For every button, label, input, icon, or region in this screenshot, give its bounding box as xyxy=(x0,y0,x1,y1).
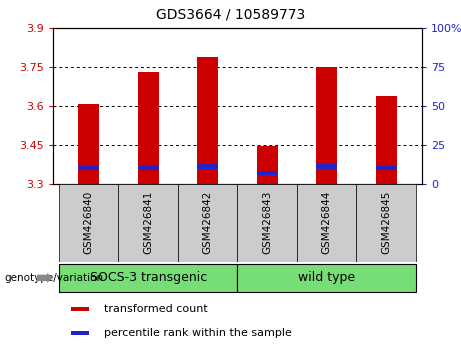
Bar xyxy=(78,166,99,170)
Text: GSM426845: GSM426845 xyxy=(381,190,391,254)
Bar xyxy=(78,104,99,184)
Bar xyxy=(316,164,337,169)
Text: GSM426841: GSM426841 xyxy=(143,190,153,254)
Bar xyxy=(316,67,337,184)
Bar xyxy=(118,184,178,262)
Bar xyxy=(237,263,416,292)
Bar xyxy=(297,184,356,262)
Bar xyxy=(178,184,237,262)
Bar xyxy=(356,184,416,262)
Bar xyxy=(376,166,396,170)
Bar xyxy=(59,184,118,262)
Text: GSM426843: GSM426843 xyxy=(262,190,272,254)
Bar xyxy=(237,184,297,262)
Bar xyxy=(376,96,396,184)
Text: transformed count: transformed count xyxy=(104,304,207,314)
Text: SOCS-3 transgenic: SOCS-3 transgenic xyxy=(89,272,207,284)
Text: GSM426844: GSM426844 xyxy=(322,190,331,254)
Bar xyxy=(197,164,218,169)
Bar xyxy=(257,147,278,184)
Text: genotype/variation: genotype/variation xyxy=(5,273,104,283)
Text: GSM426842: GSM426842 xyxy=(203,190,213,254)
Text: GSM426840: GSM426840 xyxy=(84,190,94,253)
Bar xyxy=(71,331,89,335)
Text: wild type: wild type xyxy=(298,272,355,284)
Bar xyxy=(197,57,218,184)
Bar xyxy=(138,166,159,170)
Bar xyxy=(138,73,159,184)
Text: GDS3664 / 10589773: GDS3664 / 10589773 xyxy=(156,7,305,21)
Bar xyxy=(257,171,278,175)
Text: percentile rank within the sample: percentile rank within the sample xyxy=(104,328,292,338)
Bar xyxy=(71,307,89,311)
Bar xyxy=(59,263,237,292)
